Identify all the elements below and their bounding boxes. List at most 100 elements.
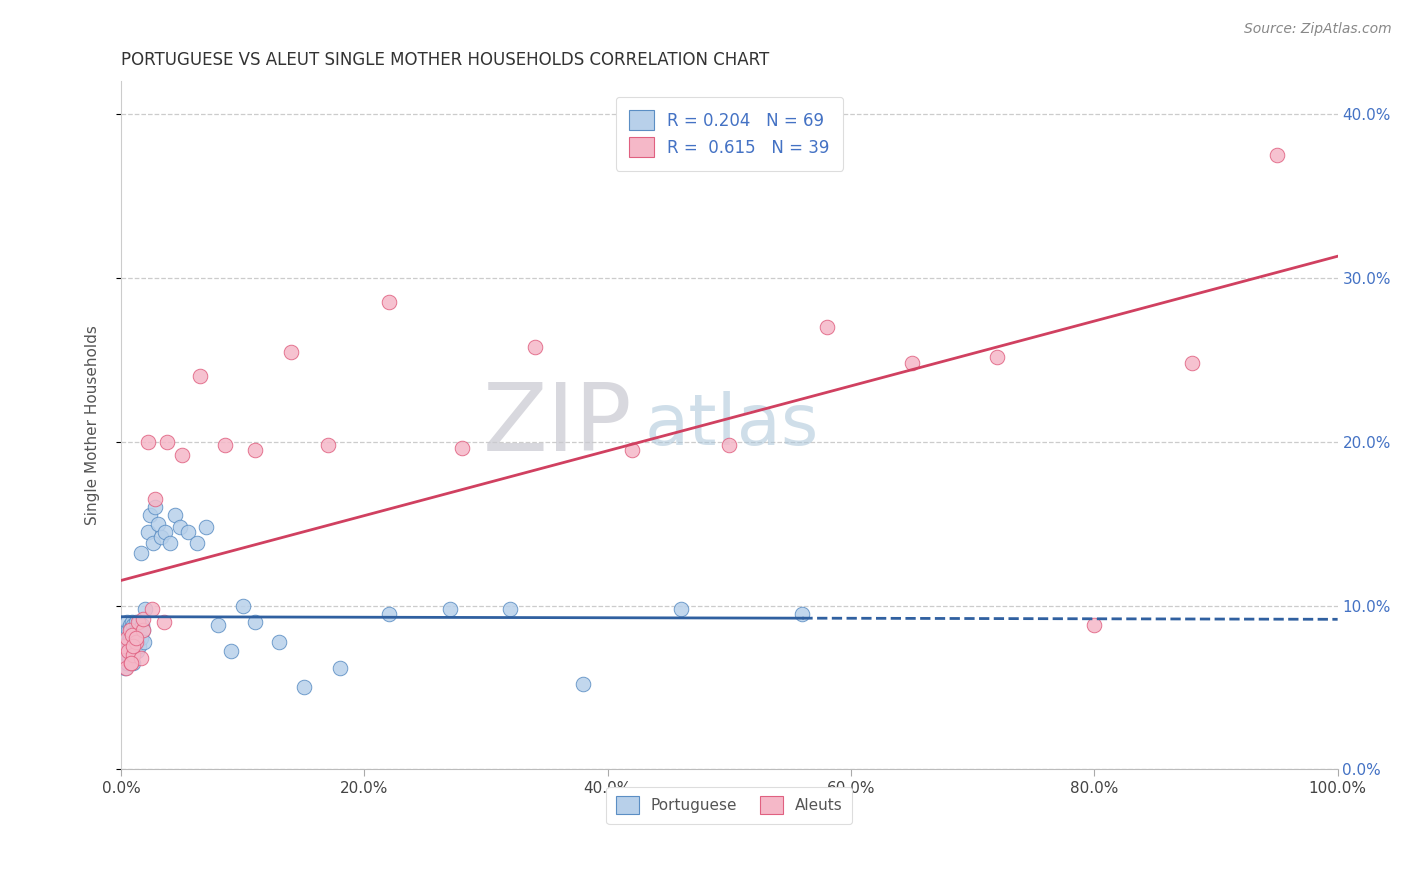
Point — [136, 434, 159, 449]
Text: ZIP: ZIP — [482, 379, 633, 471]
Point — [143, 491, 166, 506]
Point — [115, 623, 138, 637]
Text: PORTUGUESE VS ALEUT SINGLE MOTHER HOUSEHOLDS CORRELATION CHART: PORTUGUESE VS ALEUT SINGLE MOTHER HOUSEH… — [121, 51, 769, 69]
Point — [122, 656, 145, 670]
Point — [572, 677, 595, 691]
Point — [112, 656, 135, 670]
Point — [146, 516, 169, 531]
Point — [134, 601, 156, 615]
Point — [114, 640, 136, 654]
Point — [118, 632, 141, 646]
Point — [1265, 148, 1288, 162]
Point — [269, 634, 291, 648]
Point — [156, 434, 179, 449]
Point — [115, 651, 138, 665]
Point — [450, 442, 472, 456]
Point — [163, 508, 186, 523]
Point — [120, 648, 142, 662]
Point — [117, 648, 139, 662]
Point — [111, 651, 134, 665]
Point — [169, 520, 191, 534]
Point — [792, 607, 814, 621]
Point — [142, 536, 165, 550]
Point — [141, 601, 163, 615]
Point — [195, 520, 218, 534]
Point — [120, 634, 142, 648]
Point — [127, 615, 149, 629]
Point — [139, 508, 162, 523]
Point — [136, 524, 159, 539]
Point — [280, 344, 302, 359]
Point — [207, 618, 229, 632]
Point — [901, 356, 924, 370]
Point — [132, 623, 155, 637]
Point — [112, 644, 135, 658]
Point — [329, 661, 352, 675]
Point — [122, 640, 145, 654]
Point — [117, 634, 139, 648]
Point — [129, 546, 152, 560]
Point — [122, 618, 145, 632]
Point — [120, 622, 142, 636]
Point — [292, 681, 315, 695]
Point — [125, 623, 148, 637]
Point — [114, 661, 136, 675]
Point — [243, 442, 266, 457]
Point — [121, 615, 143, 629]
Point — [114, 640, 136, 654]
Point — [1181, 356, 1204, 370]
Point — [128, 615, 150, 629]
Point — [120, 656, 142, 670]
Point — [152, 615, 174, 629]
Point — [132, 612, 155, 626]
Point — [118, 618, 141, 632]
Legend: Portuguese, Aleuts: Portuguese, Aleuts — [606, 787, 852, 823]
Point — [127, 632, 149, 646]
Point — [129, 632, 152, 646]
Point — [120, 656, 142, 670]
Point — [115, 656, 138, 670]
Point — [125, 634, 148, 648]
Point — [219, 644, 242, 658]
Y-axis label: Single Mother Households: Single Mother Households — [86, 326, 100, 525]
Point — [125, 615, 148, 629]
Point — [669, 601, 692, 615]
Point — [122, 648, 145, 662]
Point — [378, 607, 401, 621]
Point — [118, 623, 141, 637]
Point — [1083, 618, 1105, 632]
Point — [124, 623, 146, 637]
Point — [159, 536, 181, 550]
Point — [115, 628, 138, 642]
Point — [177, 524, 200, 539]
Point — [188, 369, 211, 384]
Point — [186, 536, 208, 550]
Point — [115, 634, 138, 648]
Point — [121, 641, 143, 656]
Point — [117, 623, 139, 637]
Point — [815, 320, 838, 334]
Point — [439, 601, 461, 615]
Point — [121, 628, 143, 642]
Point — [125, 644, 148, 658]
Point — [115, 661, 138, 675]
Point — [118, 644, 141, 658]
Point — [150, 530, 173, 544]
Point — [128, 640, 150, 654]
Point — [134, 634, 156, 648]
Point — [621, 442, 644, 457]
Point — [153, 524, 176, 539]
Point — [124, 640, 146, 654]
Point — [121, 628, 143, 642]
Point — [114, 632, 136, 646]
Point — [232, 599, 254, 613]
Point — [115, 641, 138, 656]
Point — [125, 632, 148, 646]
Point — [214, 438, 236, 452]
Point — [112, 651, 135, 665]
Point — [523, 340, 546, 354]
Text: Source: ZipAtlas.com: Source: ZipAtlas.com — [1244, 22, 1392, 37]
Point — [718, 438, 741, 452]
Point — [129, 651, 152, 665]
Text: atlas: atlas — [644, 391, 818, 459]
